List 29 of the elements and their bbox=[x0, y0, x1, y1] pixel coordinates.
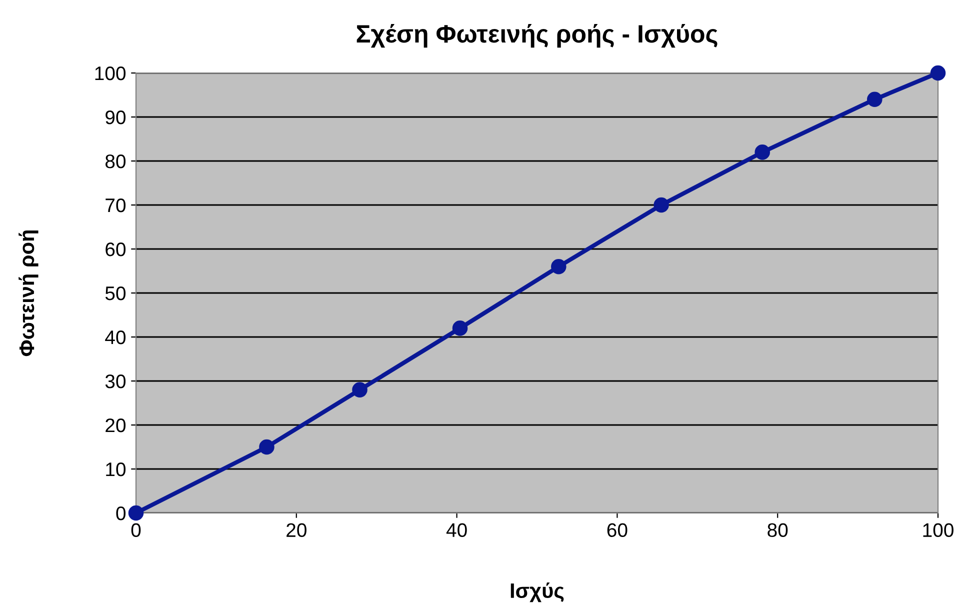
point bbox=[452, 320, 468, 336]
y-tick-label: 0 bbox=[116, 506, 126, 520]
chart-title: Σχέση Φωτεινής ροής - Ισχύος bbox=[356, 24, 718, 48]
point bbox=[352, 382, 368, 398]
point bbox=[867, 92, 882, 108]
point bbox=[654, 197, 669, 213]
x-tick-label: 80 bbox=[768, 523, 788, 538]
y-tick-label: 100 bbox=[95, 66, 126, 80]
x-tick-label: 20 bbox=[286, 523, 306, 538]
y-tick-label: 50 bbox=[105, 286, 126, 300]
x-axis-title: Ισχύς bbox=[510, 582, 564, 602]
y-tick-label: 20 bbox=[106, 418, 126, 432]
x-tick-label: 60 bbox=[607, 523, 628, 538]
y-axis-title: Φωτεινή ροή bbox=[18, 230, 38, 356]
y-tick-label: 80 bbox=[105, 154, 126, 168]
y-tick-label: 70 bbox=[106, 198, 126, 212]
point bbox=[259, 439, 274, 455]
y-tick-label: 30 bbox=[105, 374, 126, 388]
point bbox=[551, 258, 566, 274]
point bbox=[930, 65, 946, 81]
y-tick-label: 90 bbox=[106, 110, 126, 124]
x-tick-label: 0 bbox=[131, 523, 141, 538]
point bbox=[754, 144, 770, 160]
y-tick-label: 60 bbox=[106, 242, 126, 256]
point bbox=[128, 505, 144, 521]
x-tick-label: 40 bbox=[446, 523, 467, 538]
x-tick-label: 100 bbox=[923, 523, 954, 538]
y-tick-label: 10 bbox=[106, 462, 126, 476]
y-tick-label: 40 bbox=[105, 330, 126, 344]
